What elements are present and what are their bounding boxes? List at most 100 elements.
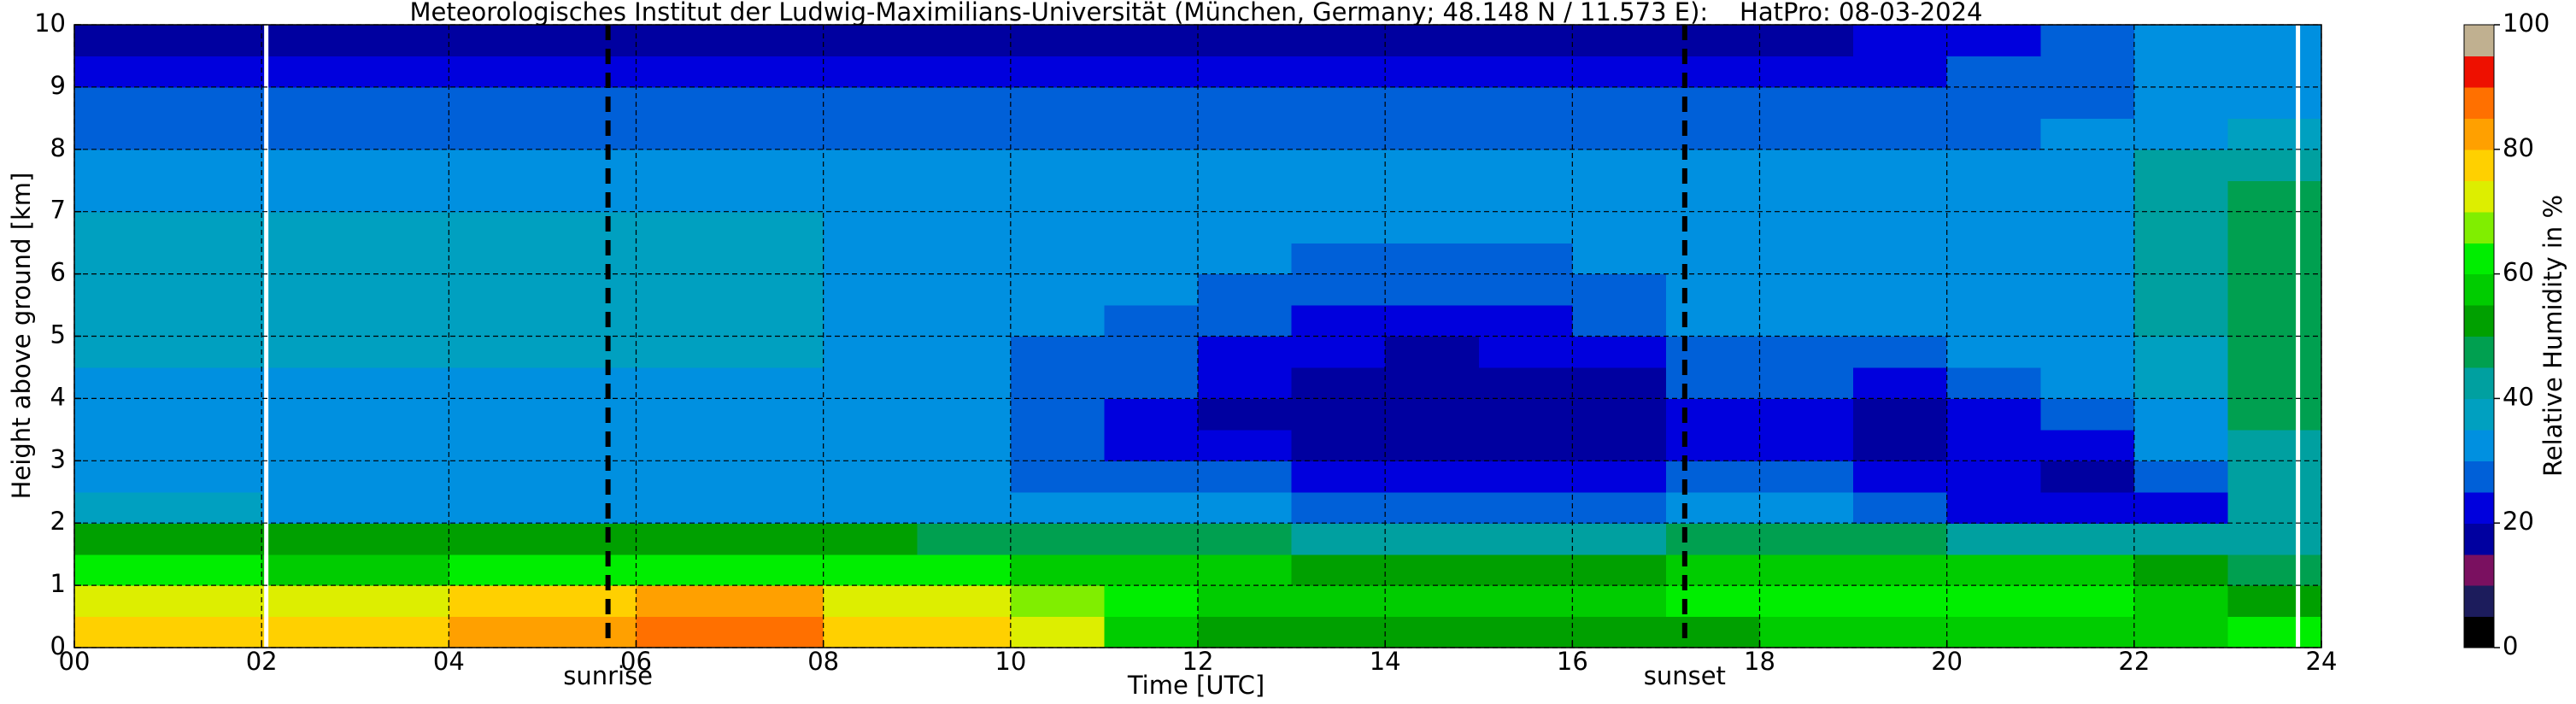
heatmap-cell bbox=[1291, 367, 1386, 399]
heatmap-cell bbox=[1104, 336, 1199, 368]
heatmap-cell bbox=[636, 243, 731, 275]
heatmap-cell bbox=[2133, 273, 2229, 306]
heatmap-cell bbox=[1759, 243, 1854, 275]
heatmap-cell bbox=[1291, 243, 1386, 275]
colorbar-tick-label: 20 bbox=[2503, 507, 2534, 536]
heatmap-cell bbox=[167, 491, 262, 524]
heatmap-cell bbox=[1010, 180, 1106, 213]
heatmap-cell bbox=[1291, 585, 1386, 618]
colorbar-swatch bbox=[2464, 367, 2494, 399]
heatmap-cell bbox=[167, 461, 262, 493]
heatmap-cell bbox=[2040, 585, 2135, 618]
heatmap-cell bbox=[1853, 398, 1948, 431]
heatmap-cell bbox=[917, 367, 1012, 399]
heatmap-cell bbox=[823, 367, 918, 399]
x-tick-label: 20 bbox=[1931, 647, 1963, 676]
heatmap-cell bbox=[2133, 243, 2229, 275]
heatmap-cell bbox=[2227, 523, 2322, 555]
heatmap-cell bbox=[1385, 554, 1480, 586]
heatmap-cell bbox=[1946, 149, 2041, 181]
heatmap-cell bbox=[730, 86, 824, 119]
heatmap-cell bbox=[917, 305, 1012, 337]
heatmap-cell bbox=[2040, 86, 2135, 119]
colorbar-tick-label: 40 bbox=[2503, 382, 2534, 411]
heatmap-cell bbox=[1010, 305, 1106, 337]
y-tick-label: 9 bbox=[50, 71, 66, 100]
heatmap-cell bbox=[1478, 461, 1573, 493]
heatmap-cell bbox=[823, 25, 918, 57]
heatmap-cell bbox=[1759, 523, 1854, 555]
heatmap-cell bbox=[542, 616, 637, 648]
heatmap-cell bbox=[1478, 491, 1573, 524]
heatmap-cell bbox=[2040, 491, 2135, 524]
heatmap-cell bbox=[542, 180, 637, 213]
heatmap-cell bbox=[1946, 585, 2041, 618]
heatmap-cell bbox=[2227, 554, 2322, 586]
heatmap-cell bbox=[449, 554, 543, 586]
heatmap-cell bbox=[1572, 25, 1667, 57]
heatmap-cell bbox=[1198, 461, 1293, 493]
heatmap-cell bbox=[1291, 180, 1386, 213]
colorbar-swatch bbox=[2464, 461, 2494, 493]
heatmap-cell bbox=[2040, 461, 2135, 493]
heatmap-cell bbox=[1478, 149, 1573, 181]
heatmap-cell bbox=[542, 367, 637, 399]
heatmap-cell bbox=[636, 305, 731, 337]
heatmap-cell bbox=[1665, 523, 1761, 555]
heatmap-cell bbox=[1385, 118, 1480, 150]
heatmap-cell bbox=[449, 336, 543, 368]
heatmap-cell bbox=[1759, 118, 1854, 150]
heatmap-cell bbox=[1853, 118, 1948, 150]
heatmap-cell bbox=[449, 118, 543, 150]
heatmap-cell bbox=[1759, 336, 1854, 368]
heatmap-cell bbox=[1759, 491, 1854, 524]
heatmap-cell bbox=[1104, 86, 1199, 119]
colorbar-tick-label: 0 bbox=[2503, 631, 2518, 660]
heatmap-cell bbox=[1291, 491, 1386, 524]
heatmap-cell bbox=[2227, 461, 2322, 493]
heatmap-cell bbox=[1665, 616, 1761, 648]
heatmap-cell bbox=[449, 273, 543, 306]
heatmap-cell bbox=[636, 429, 731, 461]
heatmap-cell bbox=[2133, 429, 2229, 461]
heatmap-cell bbox=[355, 211, 449, 243]
heatmap-cell bbox=[1385, 429, 1480, 461]
heatmap-cell bbox=[449, 523, 543, 555]
heatmap-cell bbox=[1385, 461, 1480, 493]
colorbar-swatch bbox=[2464, 398, 2494, 431]
heatmap-cell bbox=[636, 149, 731, 181]
heatmap-cell bbox=[636, 523, 731, 555]
heatmap-cell bbox=[261, 398, 356, 431]
heatmap-cell bbox=[1010, 243, 1106, 275]
heatmap-cell bbox=[167, 56, 262, 88]
x-tick-label: 10 bbox=[995, 647, 1026, 676]
colorbar-label: Relative Humidity in % bbox=[2538, 195, 2567, 477]
heatmap-cell bbox=[74, 616, 169, 648]
heatmap-cell bbox=[2040, 243, 2135, 275]
heatmap-cell bbox=[1946, 616, 2041, 648]
heatmap-cell bbox=[355, 429, 449, 461]
heatmap-cell bbox=[2040, 429, 2135, 461]
heatmap-cell bbox=[1385, 273, 1480, 306]
heatmap-cell bbox=[1104, 523, 1199, 555]
heatmap-cell bbox=[1946, 336, 2041, 368]
heatmap-cell bbox=[1198, 118, 1293, 150]
heatmap-cell bbox=[1572, 211, 1667, 243]
heatmap-cell bbox=[636, 554, 731, 586]
heatmap-cell bbox=[167, 243, 262, 275]
heatmap-cell bbox=[449, 398, 543, 431]
heatmap-cell bbox=[1572, 461, 1667, 493]
heatmap-cell bbox=[261, 211, 356, 243]
heatmap-cell bbox=[1291, 25, 1386, 57]
heatmap-cell bbox=[1946, 523, 2041, 555]
heatmap-cell bbox=[823, 273, 918, 306]
heatmap-cell bbox=[167, 180, 262, 213]
heatmap-cell bbox=[2040, 336, 2135, 368]
heatmap-cell bbox=[823, 336, 918, 368]
colorbar-swatch bbox=[2464, 585, 2494, 618]
heatmap-cell bbox=[1665, 118, 1761, 150]
heatmap-cell bbox=[1010, 367, 1106, 399]
heatmap-cell bbox=[167, 86, 262, 119]
heatmap-cell bbox=[449, 367, 543, 399]
heatmap-cell bbox=[1385, 367, 1480, 399]
